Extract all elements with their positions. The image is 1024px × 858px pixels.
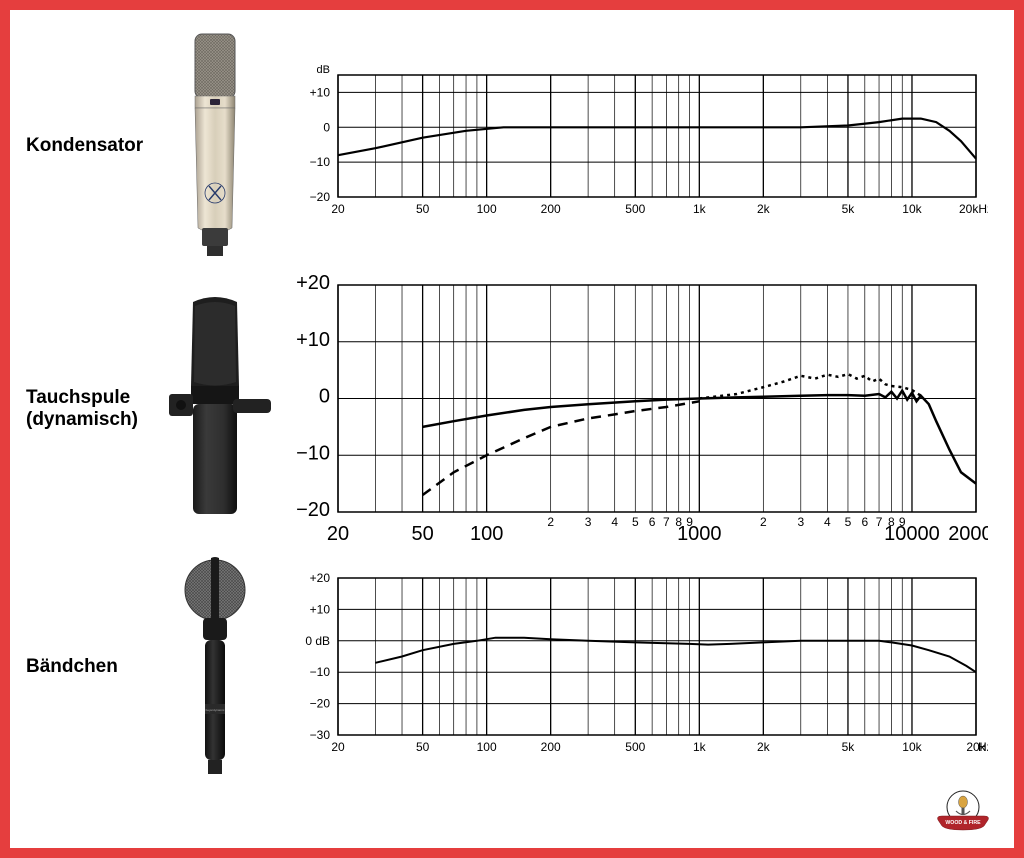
x-minor-label: 7 xyxy=(663,515,670,529)
y-tick-label: −20 xyxy=(310,697,331,711)
y-tick-label: +20 xyxy=(310,571,331,585)
x-tick-label: 20kHz xyxy=(959,202,988,216)
svg-text:beyerdynamic: beyerdynamic xyxy=(206,708,225,712)
y-tick-label: +20 xyxy=(296,272,330,294)
x-tick-label: 100 xyxy=(477,740,497,754)
y-tick-label: −20 xyxy=(310,190,331,204)
y-tick-label: −30 xyxy=(310,728,331,742)
mic-type-label: Tauchspule(dynamisch) xyxy=(20,387,150,431)
x-tick-label: 20 xyxy=(331,202,345,216)
y-tick-label: 0 xyxy=(319,386,330,408)
x-minor-label: 4 xyxy=(824,515,831,529)
x-tick-label: 10k xyxy=(902,740,922,754)
x-minor-label: 8 xyxy=(888,515,895,529)
x-minor-label: 5 xyxy=(845,515,852,529)
y-tick-label: +10 xyxy=(310,602,331,616)
mic-image: beyerdynamic xyxy=(150,554,280,779)
mic-image xyxy=(150,294,280,524)
mic-row: Tauchspule(dynamisch) −20 −10 0 +10 +20 20 50 1… xyxy=(20,271,996,546)
x-tick-label: 20000 xyxy=(948,523,988,545)
mic-type-label: Kondensator xyxy=(20,135,150,157)
mic-type-label: Bändchen xyxy=(20,656,150,678)
mic-image xyxy=(150,28,280,263)
x-tick-label: 50 xyxy=(412,523,434,545)
x-tick-label: 500 xyxy=(625,740,645,754)
x-minor-label: 3 xyxy=(585,515,592,529)
x-minor-label: 2 xyxy=(547,515,554,529)
x-tick-label: 1k xyxy=(693,740,707,754)
chart-container: −20 −10 0 +10 dB 20 50 100 200 500 1k 2k 5k 10k 20kHz xyxy=(280,61,996,231)
frequency-response-chart: −20 −10 0 +10 dB 20 50 100 200 500 1k 2k 5k 10k 20kHz xyxy=(288,61,988,231)
x-tick-label: 20 xyxy=(327,523,349,545)
x-tick-label: 5k xyxy=(842,202,856,216)
x-tick-label: 200 xyxy=(541,740,561,754)
x-tick-label: 100 xyxy=(470,523,503,545)
y-tick-label: −10 xyxy=(296,442,330,464)
x-minor-label: 2 xyxy=(760,515,767,529)
ribbon-mic-icon: beyerdynamic xyxy=(169,554,261,779)
x-minor-label: 3 xyxy=(797,515,804,529)
condenser-mic-icon xyxy=(172,28,258,263)
y-tick-label: 0 dB xyxy=(305,634,330,648)
x-minor-label: 6 xyxy=(649,515,656,529)
logo-text: WOOD & FIRE xyxy=(945,820,981,826)
infographic-frame: Kondensator −20−100+10dB20501002005001k2… xyxy=(0,0,1024,858)
frequency-response-chart: −20−100+10+20205010010001000020000234567… xyxy=(288,271,988,546)
y-tick-label: +10 xyxy=(310,85,331,99)
x-tick-label: 1000 xyxy=(677,523,722,545)
x-minor-label: 8 xyxy=(675,515,682,529)
x-tick-label: 10k xyxy=(902,202,922,216)
y-tick-label: 0 xyxy=(323,120,330,134)
x-tick-label: 2k xyxy=(757,202,771,216)
x-minor-label: 9 xyxy=(899,515,906,529)
x-tick-label: 200 xyxy=(541,202,561,216)
x-tick-label: 20 xyxy=(331,740,345,754)
mic-row: Bändchen beyerdynamic −30 −20 −10 0 dB +10 +2… xyxy=(20,554,996,779)
y-axis-label: dB xyxy=(317,64,330,76)
x-unit-label: Hz xyxy=(978,740,988,754)
chart-container: −20−100+10+20205010010001000020000234567… xyxy=(280,271,996,546)
x-minor-label: 4 xyxy=(611,515,618,529)
chart-container: −30 −20 −10 0 dB +10 +20 20 50 100 200 500 1k 2k 5k 10… xyxy=(280,564,996,769)
x-minor-label: 9 xyxy=(686,515,693,529)
y-tick-label: +10 xyxy=(296,329,330,351)
x-tick-label: 50 xyxy=(416,202,430,216)
x-tick-label: 500 xyxy=(625,202,645,216)
y-tick-label: −20 xyxy=(296,499,330,521)
x-tick-label: 2k xyxy=(757,740,771,754)
x-minor-label: 5 xyxy=(632,515,639,529)
y-tick-label: −10 xyxy=(310,155,331,169)
dynamic-mic-icon xyxy=(155,294,275,524)
mic-row: Kondensator −20 −10 0 +10 dB 20 50 100 200 500 1k 2… xyxy=(20,28,996,263)
frequency-response-chart: −30 −20 −10 0 dB +10 +20 20 50 100 200 500 1k 2k 5k 10… xyxy=(288,564,988,769)
x-tick-label: 5k xyxy=(842,740,856,754)
x-minor-label: 7 xyxy=(876,515,883,529)
brand-logo: WOOD & FIRE xyxy=(934,790,992,834)
x-minor-label: 6 xyxy=(861,515,868,529)
y-tick-label: −10 xyxy=(310,665,331,679)
x-tick-label: 50 xyxy=(416,740,430,754)
x-tick-label: 100 xyxy=(477,202,497,216)
x-tick-label: 1k xyxy=(693,202,707,216)
